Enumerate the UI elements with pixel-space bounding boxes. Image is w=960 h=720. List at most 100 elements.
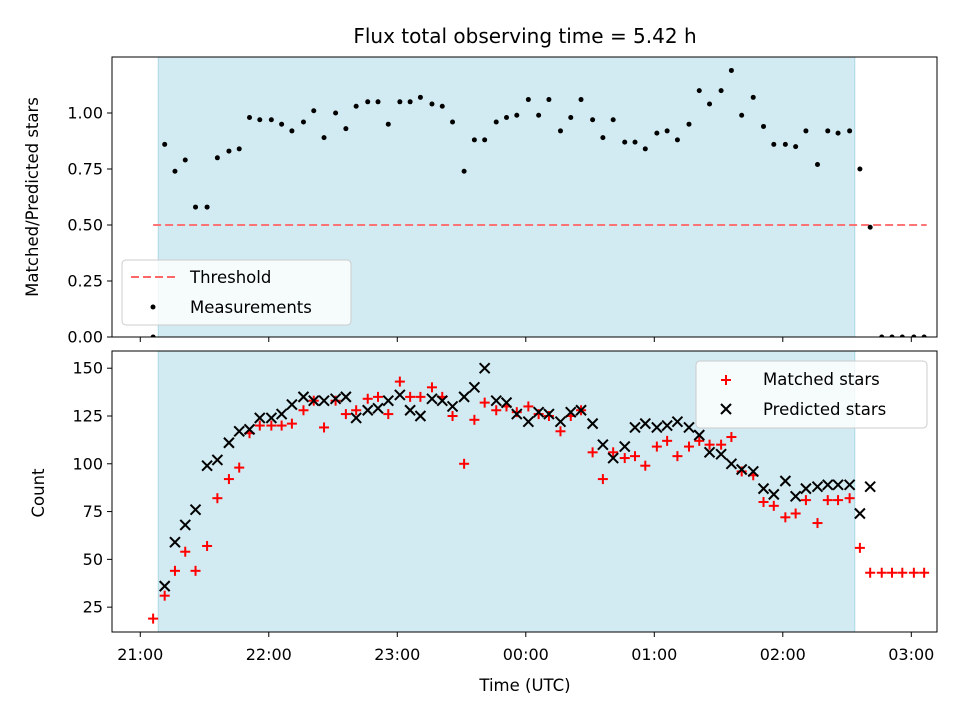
matched-star-point [619,453,630,464]
matched-star-point [694,435,705,446]
measurement-point [268,117,274,123]
predicted-star-point [725,458,738,470]
predicted-star-point [661,419,673,432]
measurement-point [385,121,391,127]
matched-star-point [630,451,641,462]
measurements-legend-swatch [150,304,156,310]
measurement-point [867,224,873,230]
bottom-y-axis-label: Count [29,468,48,518]
predicted-star-point [265,412,278,424]
measurement-point [707,101,713,107]
measurement-point [857,166,863,172]
predicted-star-point [329,393,342,405]
measurement-point [162,141,168,147]
matched-star-point [758,497,769,508]
top-plot-frame [111,56,938,338]
measurement-point [674,137,680,143]
matched-star-point [202,540,213,551]
predicted-star-point [189,503,202,516]
predicted-star-point [832,479,844,491]
bottom-x-tick-label: 00:00 [503,645,549,664]
measurement-point [150,334,156,337]
matched-star-point [736,466,747,477]
matched-star-point [447,410,458,421]
predicted-star-point [500,396,513,409]
predicted-star-point [243,423,256,436]
measurement-point [889,334,895,337]
measurement-point [182,157,188,163]
bottom-y-tick-label: 75 [83,502,103,521]
matched-star-point [234,462,245,473]
measurement-point [568,114,574,120]
matched-star-point [298,405,309,416]
bottom-x-tick-label: 23:00 [374,645,420,664]
matched-star-point [672,451,683,462]
measurement-point [257,117,263,123]
measurement-point [546,97,552,103]
matched-star-point [683,441,694,452]
matched-star-point [159,590,170,601]
matched-star-point [426,382,437,393]
matched-star-point [640,460,651,471]
measurement-point [514,112,520,118]
matched-star-point [405,391,416,402]
bottom-legend-box [695,360,928,429]
matched-star-point [716,439,727,450]
predicted-legend-swatch [720,403,732,415]
matched-star-point [908,567,919,578]
matched-star-point [768,500,779,511]
measurement-point [654,130,660,136]
measurement-point [825,128,831,134]
matched-star-point [587,447,598,458]
matched-star-point [780,512,791,523]
predicted-star-point [747,465,759,478]
measurement-point [311,108,317,114]
measurement-point [365,99,371,105]
bottom-plot-frame [111,350,938,633]
measurement-point [450,119,456,125]
measurement-point [417,94,423,100]
top-legend: Threshold Measurements [121,259,352,326]
measurement-point [686,121,692,127]
measurement-point [911,334,917,337]
measurement-point [504,114,510,120]
bottom-data-layer [148,362,930,624]
predicted-star-point [811,481,824,493]
predicted-star-point [350,412,362,424]
top-y-tick-label: 0.50 [67,216,103,235]
predicted-star-point [158,580,171,592]
measurement-point [793,144,799,150]
matched-star-point [491,405,502,416]
measurement-point [761,123,767,129]
matched-star-point [276,420,287,431]
matched-star-point [897,567,908,578]
predicted-star-point [318,394,330,407]
matched-star-point [833,495,844,506]
measurement-point [439,103,445,109]
top-chart-title: Flux total observing time = 5.42 h [353,24,696,48]
bottom-y-tick-label: 100 [72,454,103,473]
matched-star-point [459,458,470,469]
matched-legend-label: Matched stars [763,370,880,389]
predicted-star-point [426,393,438,405]
measurement-point [214,155,220,161]
matched-star-point [597,474,608,485]
measurement-point [899,334,905,337]
predicted-star-point [254,412,266,424]
measurement-point [847,128,853,134]
measurement-point [193,204,199,210]
predicted-star-point [490,394,502,407]
matched-star-point [919,567,930,578]
predicted-star-point [671,416,684,428]
measurement-point [471,137,477,143]
predicted-star-point [575,404,587,416]
predicted-star-point [822,479,834,491]
predicted-star-point [735,463,748,476]
matched-star-point [543,410,554,421]
matched-star-point [800,495,811,506]
matched-star-point [330,395,341,406]
top-y-tick-label: 0.25 [67,272,103,291]
predicted-star-point [757,482,770,495]
top-y-axis-label: Matched/Predicted stars [23,97,42,297]
